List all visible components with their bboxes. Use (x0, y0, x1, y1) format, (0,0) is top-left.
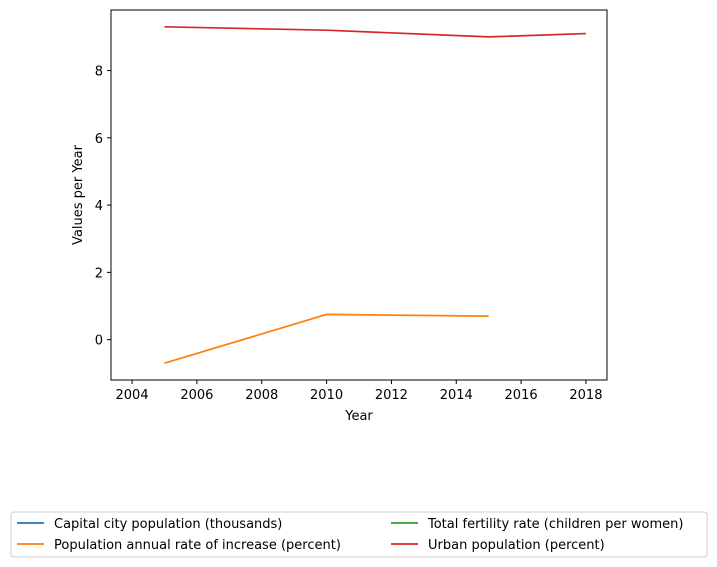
legend-frame (10, 511, 708, 558)
x-tick-label: 2014 (440, 388, 473, 403)
x-tick-label: 2004 (116, 388, 149, 403)
y-tick-label: 0 (95, 334, 103, 349)
plot-lines (164, 25, 586, 364)
legend-label-0: Capital city population (thousands) (54, 517, 282, 532)
x-tick-label: 2006 (180, 388, 213, 403)
legend-label-1: Population annual rate of increase (perc… (54, 538, 341, 553)
legend: Capital city population (thousands) Popul… (10, 511, 708, 558)
legend-label-2: Total fertility rate (children per women… (427, 517, 683, 532)
x-tick-label: 2012 (375, 388, 408, 403)
y-tick-label: 4 (95, 199, 103, 214)
x-tick-label: 2016 (505, 388, 538, 403)
x-axis-label: Year (344, 409, 373, 424)
y-axis-ticks: 0 2 4 6 8 (95, 65, 111, 349)
series-line-3 (164, 25, 586, 38)
y-tick-label: 8 (95, 65, 103, 80)
x-tick-label: 2010 (310, 388, 343, 403)
plot-frame (110, 9, 608, 381)
y-tick-label: 6 (95, 132, 103, 147)
x-tick-label: 2018 (569, 388, 602, 403)
x-axis-ticks: 2004 2006 2008 2010 2012 2014 2016 2018 (116, 380, 602, 403)
y-tick-label: 2 (95, 266, 103, 281)
series-line-1 (164, 313, 489, 364)
x-tick-label: 2008 (245, 388, 278, 403)
y-axis-label: Values per Year (71, 144, 86, 245)
legend-label-3: Urban population (percent) (428, 538, 605, 553)
